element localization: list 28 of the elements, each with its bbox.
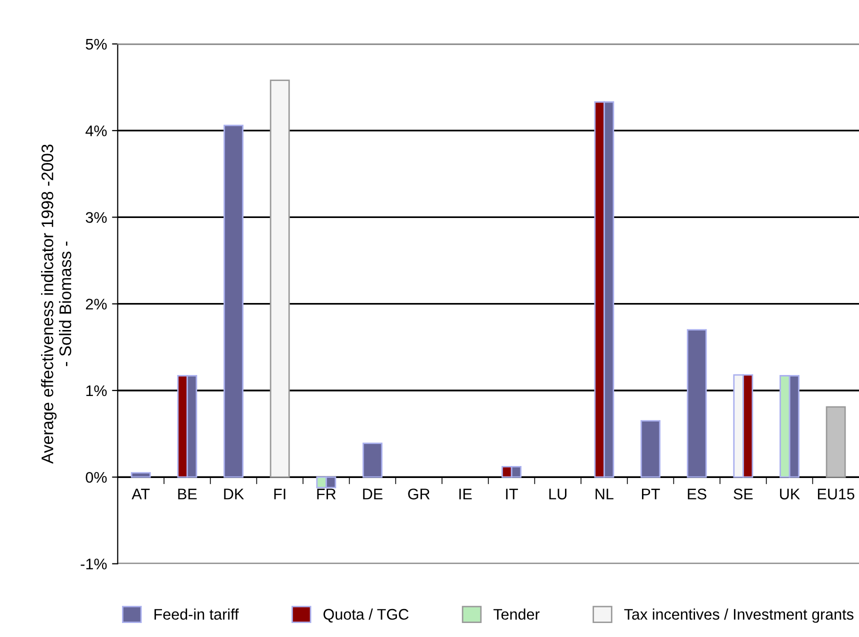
legend-label: Quota / TGC (324, 608, 409, 622)
x-tick-label: SE (734, 488, 753, 500)
legend-label: Tax incentives / Investment grants (624, 608, 854, 623)
y-tick-label: 1% (86, 385, 107, 396)
y-tick-label: 5% (86, 38, 107, 50)
x-tick-label: BE (178, 488, 197, 500)
x-tick-label: DK (224, 488, 244, 500)
y-tick-label: 2% (86, 298, 107, 310)
x-tick-label: FR (317, 488, 336, 500)
y-axis-title: Average effectiveness indicator 1998 -2003 - Solid Biomass - (41, 144, 72, 464)
x-tick-label: IT (506, 488, 518, 500)
x-tick-label: UK (780, 488, 800, 500)
x-tick-label: PT (642, 488, 660, 500)
y-tick-label: -1% (80, 558, 107, 570)
x-tick-label: GR (408, 488, 430, 500)
x-tick-label: LU (549, 488, 566, 500)
y-tick-label: 0% (86, 472, 107, 483)
y-tick-label: 4% (86, 126, 107, 136)
x-tick-label: FI (274, 488, 286, 500)
x-tick-label: EU15 (818, 488, 854, 500)
x-tick-label: NL (596, 488, 614, 500)
x-tick-label: ES (688, 488, 706, 500)
legend-label: Feed-in tariff (154, 608, 239, 620)
y-tick-label: 3% (86, 212, 107, 223)
legend-label: Tender (493, 608, 540, 620)
x-tick-label: AT (132, 488, 150, 500)
x-tick-label: DE (363, 488, 382, 500)
x-tick-label: IE (459, 488, 472, 500)
